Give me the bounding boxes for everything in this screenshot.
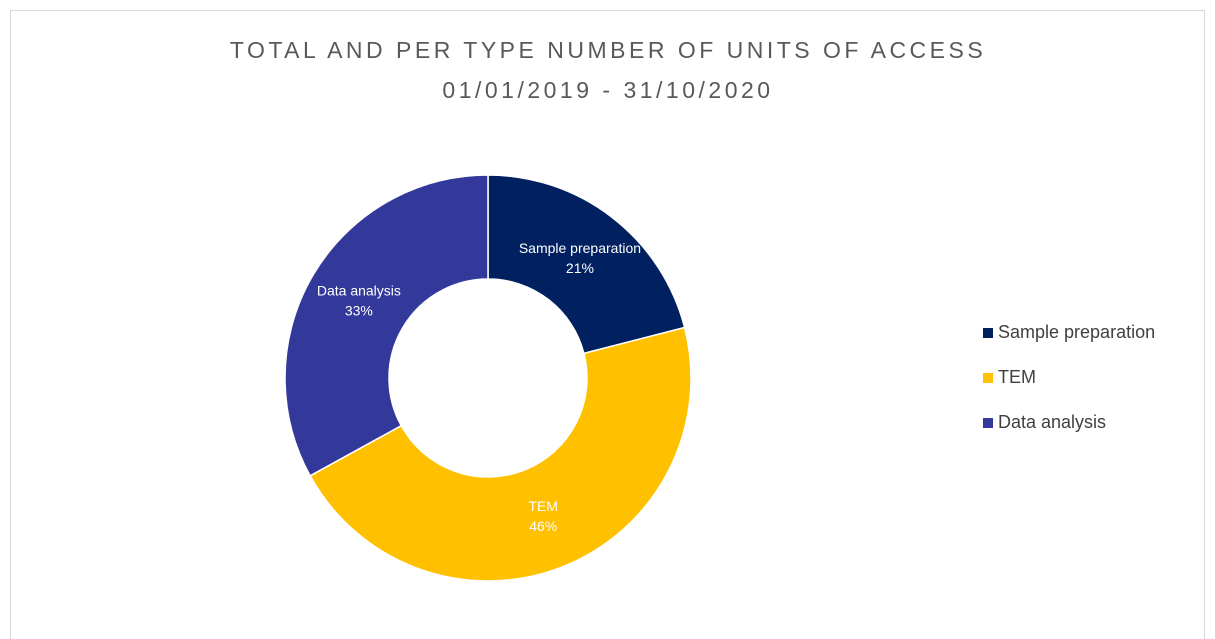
- legend-label: Sample preparation: [998, 322, 1155, 342]
- data-label-category: TEM: [528, 498, 558, 514]
- data-label-category: Data analysis: [317, 282, 401, 298]
- legend-label: TEM: [998, 367, 1036, 387]
- data-label-category: Sample preparation: [519, 240, 641, 256]
- donut-slice: [309, 326, 692, 582]
- legend-swatch: [983, 328, 993, 338]
- legend-swatch: [983, 418, 993, 428]
- donut-slice: [284, 174, 489, 477]
- chart-title: TOTAL AND PER TYPE NUMBER OF UNITS OF AC…: [230, 37, 986, 63]
- data-label-value: 33%: [345, 302, 373, 318]
- data-label-value: 46%: [529, 518, 557, 534]
- legend-swatch: [983, 373, 993, 383]
- donut-slice: [487, 174, 686, 355]
- chart-subtitle: 01/01/2019 - 31/10/2020: [442, 77, 773, 103]
- legend-label: Data analysis: [998, 412, 1106, 432]
- data-label-value: 21%: [566, 260, 594, 276]
